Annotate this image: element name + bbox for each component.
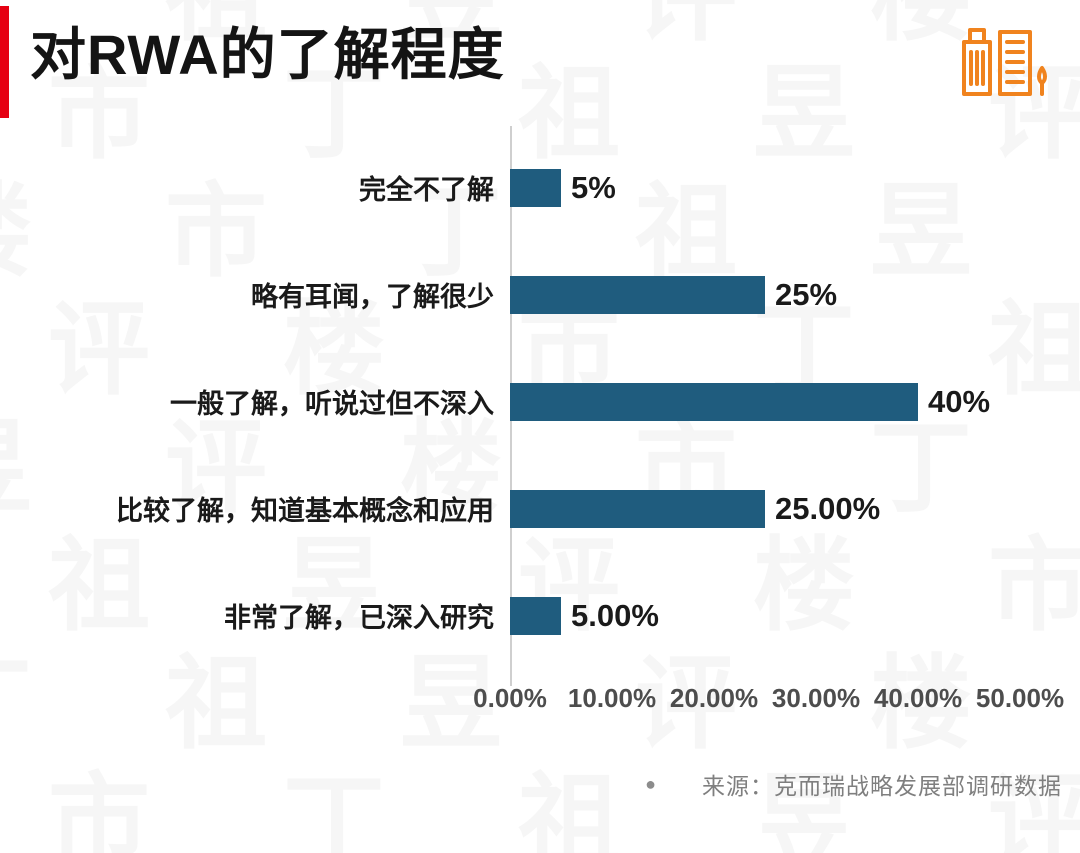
source-text: 来源：克而瑞战略发展部调研数据 bbox=[702, 773, 1062, 799]
x-tick-label: 40.00% bbox=[873, 683, 963, 713]
bar-row: 非常了解，已深入研究 5.00% bbox=[0, 562, 1080, 669]
bar-value-label: 25.00% bbox=[775, 490, 881, 526]
bar-track: 5.00% bbox=[510, 596, 1080, 635]
x-tick-label: 20.00% bbox=[669, 683, 759, 713]
footer: ● 来源：克而瑞战略发展部调研数据 bbox=[0, 767, 1080, 801]
bar-rows: 完全不了解 5% 略有耳闻，了解很少 25% 一般了解，听说过但不深入 40% 比较了解，知… bbox=[0, 134, 1080, 669]
x-tick-label: 30.00% bbox=[771, 683, 861, 713]
bar-value-label: 40% bbox=[928, 383, 991, 419]
bar bbox=[510, 489, 765, 528]
bar-chart: 完全不了解 5% 略有耳闻，了解很少 25% 一般了解，听说过但不深入 40% 比较了解，知… bbox=[0, 126, 1080, 721]
bar-value-label: 25% bbox=[775, 276, 838, 312]
category-label: 略有耳闻，了解很少 bbox=[251, 282, 494, 312]
page-title: 对RWA的了解程度 bbox=[30, 23, 505, 86]
bar bbox=[510, 275, 765, 314]
x-axis-ticks: 0.00% 10.00% 20.00% 30.00% 40.00% 50.00% bbox=[473, 679, 1080, 721]
bar-track: 25% bbox=[510, 275, 1080, 314]
bar bbox=[510, 596, 561, 635]
bar-row: 比较了解，知道基本概念和应用 25.00% bbox=[0, 455, 1080, 562]
buildings-icon bbox=[954, 8, 1054, 108]
bar-track: 5% bbox=[510, 168, 1080, 207]
source-bullet: ● bbox=[645, 774, 656, 794]
header: 对RWA的了解程度 bbox=[0, 0, 1080, 118]
title-accent-bar bbox=[0, 6, 9, 118]
x-tick-label: 50.00% bbox=[975, 683, 1065, 713]
x-tick-label: 10.00% bbox=[567, 683, 657, 713]
bar bbox=[510, 382, 918, 421]
bar-value-label: 5% bbox=[571, 169, 616, 205]
bar-row: 略有耳闻，了解很少 25% bbox=[0, 241, 1080, 348]
bar-track: 25.00% bbox=[510, 489, 1080, 528]
bar bbox=[510, 168, 561, 207]
bar-row: 完全不了解 5% bbox=[0, 134, 1080, 241]
category-label: 比较了解，知道基本概念和应用 bbox=[116, 496, 494, 526]
category-label: 一般了解，听说过但不深入 bbox=[170, 389, 494, 419]
bar-value-label: 5.00% bbox=[571, 597, 659, 633]
x-tick-label: 0.00% bbox=[473, 683, 547, 713]
bar-row: 一般了解，听说过但不深入 40% bbox=[0, 348, 1080, 455]
category-label: 完全不了解 bbox=[359, 175, 494, 205]
category-label: 非常了解，已深入研究 bbox=[224, 603, 494, 633]
bar-track: 40% bbox=[510, 382, 1080, 421]
